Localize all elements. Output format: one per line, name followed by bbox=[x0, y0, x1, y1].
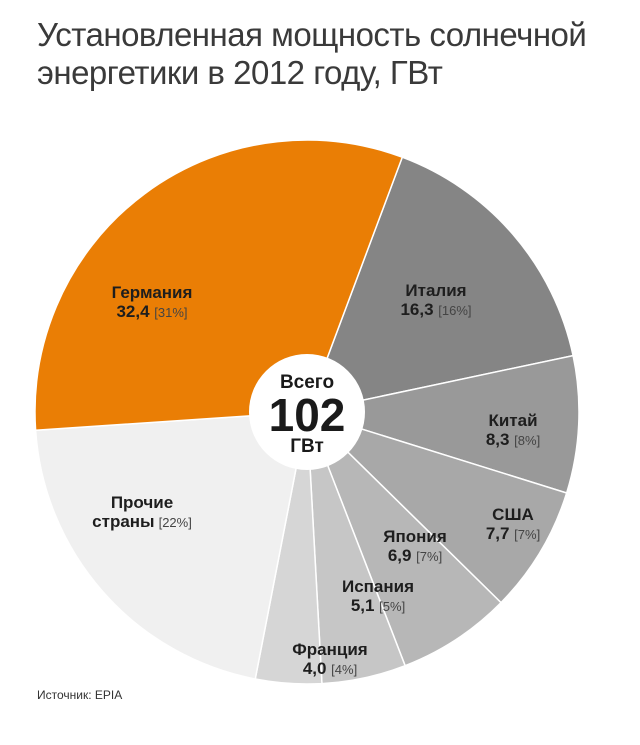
pie-slice-3 bbox=[306, 411, 568, 604]
center-disc bbox=[249, 354, 365, 470]
pie-slice-1 bbox=[305, 156, 574, 414]
source-note: Источник: EPIA bbox=[37, 688, 123, 702]
slice-percent-7: [22%] bbox=[159, 515, 192, 530]
slice-name-4-line-1: Япония bbox=[383, 527, 447, 546]
slice-value-3: 7,7 bbox=[486, 524, 514, 543]
slice-label-6: Франция 4,0 [4%] bbox=[292, 640, 367, 678]
slice-label-5: Испания 5,1 [5%] bbox=[342, 577, 414, 615]
pie-slice-4 bbox=[306, 411, 503, 667]
slice-percent-8: [31%] bbox=[154, 305, 187, 320]
slice-percent-6: [4%] bbox=[331, 662, 357, 677]
slice-name-1-line-1: Италия bbox=[405, 281, 466, 300]
slice-label-3: США 7,7 [7%] bbox=[486, 505, 540, 543]
slice-name-7-line-2: страны bbox=[92, 512, 154, 531]
chart-title-line-1: Установленная мощность солнечной bbox=[37, 16, 587, 53]
pie-slice-2 bbox=[304, 354, 580, 494]
center-unit-label: ГВт bbox=[290, 436, 324, 457]
slice-label-4: Япония 6,9 [7%] bbox=[383, 527, 447, 565]
slice-name-6-line-1: Франция bbox=[292, 640, 367, 659]
slice-name-3-line-1: США bbox=[492, 505, 534, 524]
slice-percent-3: [7%] bbox=[514, 527, 540, 542]
pie-labels: Италия 16,3 [16%] Китай 8,3 [8%] США 7,7 [7%]… bbox=[92, 281, 540, 678]
slice-label-2: Китай 8,3 [8%] bbox=[486, 411, 540, 449]
slice-value-6: 4,0 bbox=[303, 659, 331, 678]
slice-label-8: Германия 32,4 [31%] bbox=[112, 283, 193, 321]
center-top-label: Всего bbox=[280, 372, 334, 393]
slice-percent-5: [5%] bbox=[379, 599, 405, 614]
slice-percent-4: [7%] bbox=[416, 549, 442, 564]
pie-slice-7 bbox=[34, 411, 308, 680]
slice-label-1: Италия 16,3 [16%] bbox=[400, 281, 471, 319]
chart-title: Установленная мощность солнечной энергет… bbox=[37, 16, 627, 92]
slice-value-2: 8,3 bbox=[486, 430, 514, 449]
slice-name-7-line-1: Прочие bbox=[111, 493, 173, 512]
slice-percent-2: [8%] bbox=[514, 433, 540, 448]
pie-slices bbox=[34, 139, 580, 685]
slice-percent-1: [16%] bbox=[438, 303, 471, 318]
slice-name-2-line-1: Китай bbox=[488, 411, 537, 430]
slice-value-5: 5,1 bbox=[351, 596, 379, 615]
slice-name-8-line-1: Германия bbox=[112, 283, 193, 302]
slice-value-4: 6,9 bbox=[388, 546, 416, 565]
center-total-value: 102 bbox=[269, 389, 346, 441]
chart-title-line-2: энергетики в 2012 году, ГВт bbox=[37, 54, 443, 91]
slice-name-5-line-1: Испания bbox=[342, 577, 414, 596]
slice-value-1: 16,3 bbox=[400, 300, 438, 319]
slice-label-7: Прочие страны [22%] bbox=[92, 493, 192, 531]
slice-value-8: 32,4 bbox=[116, 302, 154, 321]
